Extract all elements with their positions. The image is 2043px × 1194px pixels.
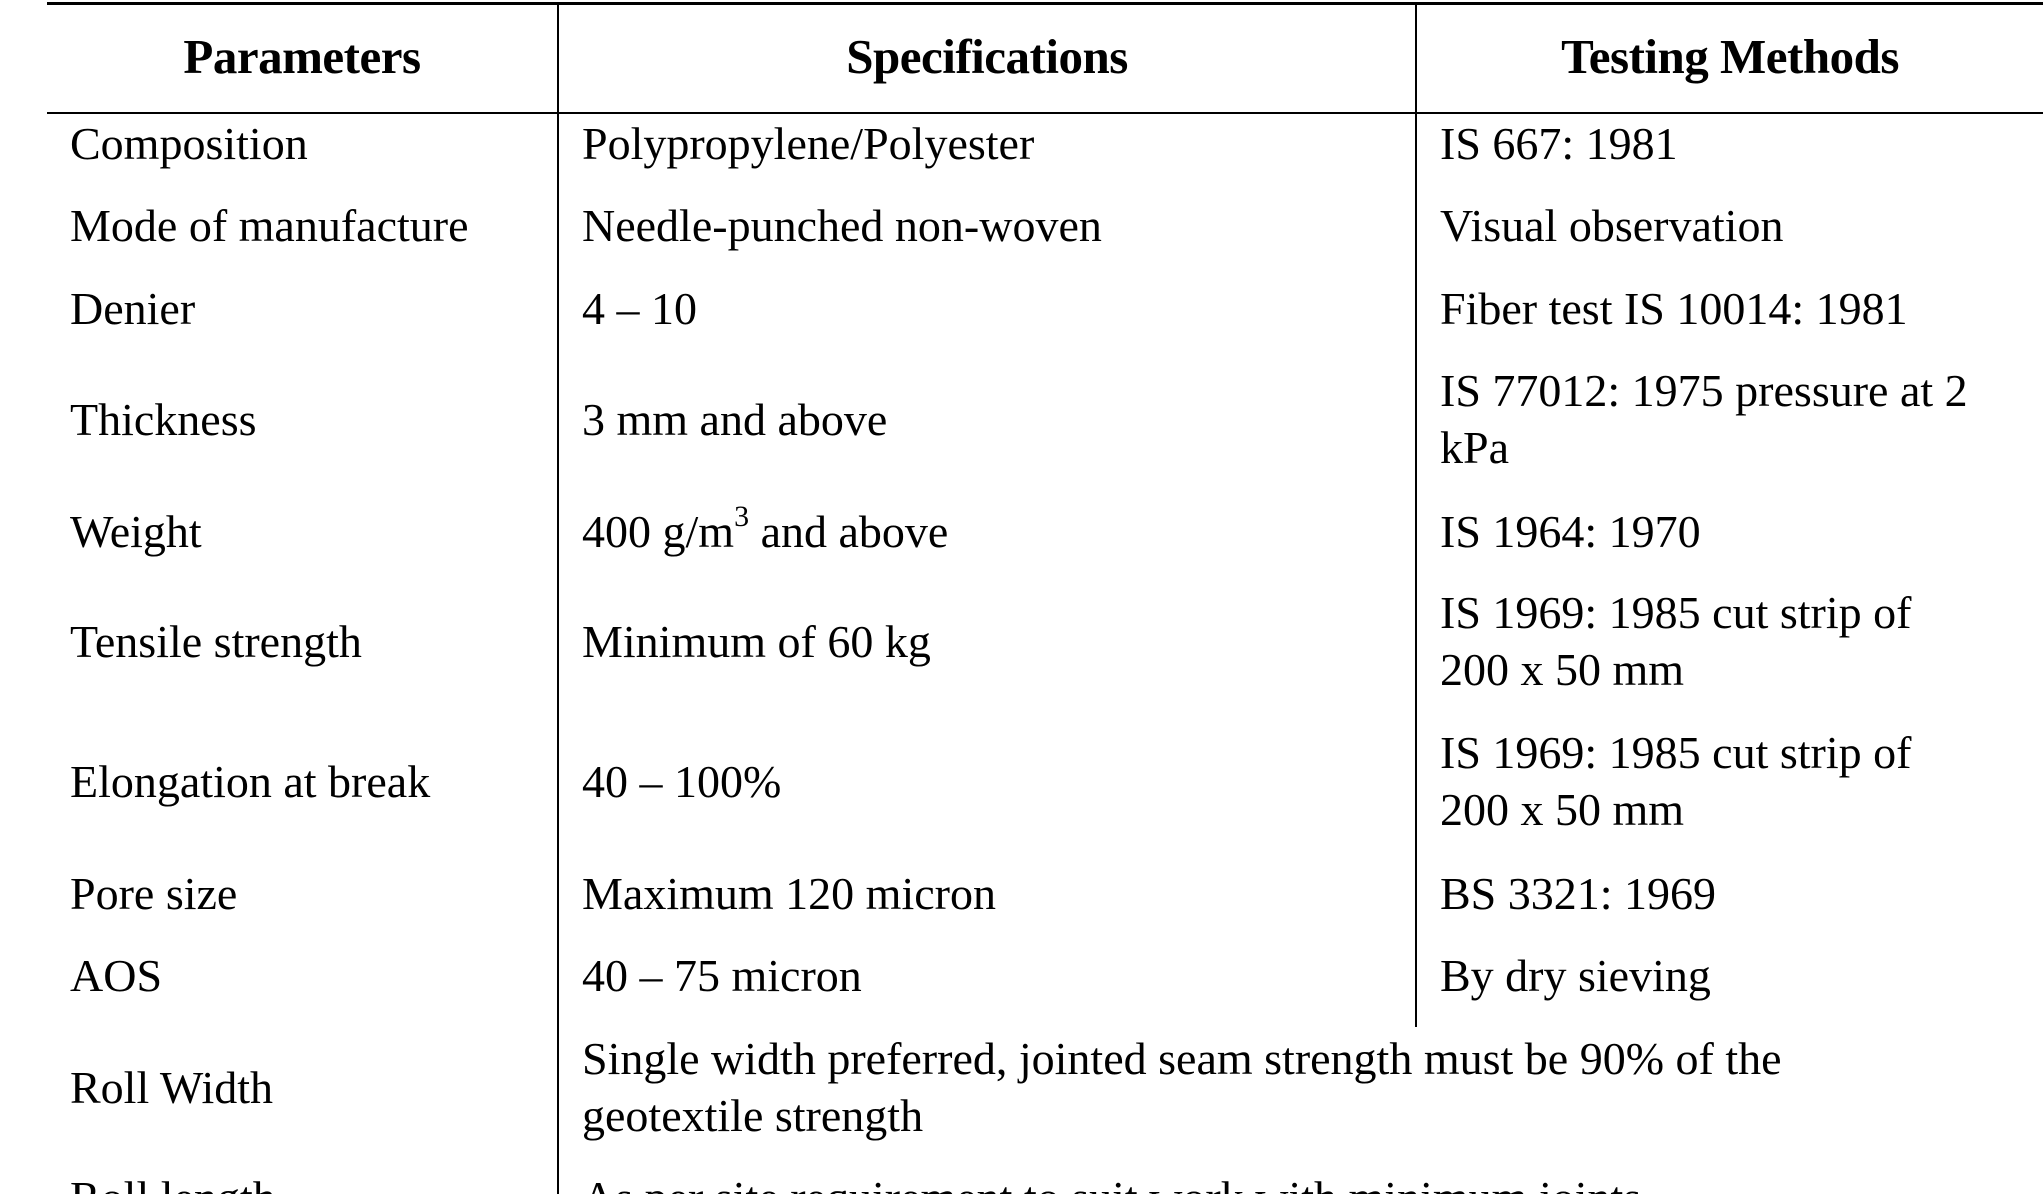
specification-cell: Needle-punched non-woven — [582, 199, 1102, 251]
specification-cell: 4 – 10 — [582, 282, 697, 334]
specification-cell: As per site requirement to suit work wit… — [582, 1168, 1641, 1194]
header-specifications: Specifications — [846, 29, 1128, 84]
parameter-cell: Elongation at break — [70, 755, 431, 807]
table-row: Composition Polypropylene/Polyester IS 6… — [0, 114, 2043, 172]
table-row: Pore size Maximum 120 micron BS 3321: 19… — [0, 864, 2043, 922]
parameter-cell: Tensile strength — [70, 615, 362, 667]
method-cell: BS 3321: 1969 — [1440, 867, 1717, 919]
specification-cell: 40 – 75 micron — [582, 949, 862, 1001]
header-bottom-rule — [47, 112, 2043, 114]
header-testing-methods: Testing Methods — [1561, 29, 1899, 84]
column-divider-2 — [1415, 2, 1417, 1027]
method-line: 200 x 50 mm — [1440, 644, 1685, 695]
specification-cell: Single width preferred, jointed seam str… — [582, 1030, 1782, 1144]
method-cell: Fiber test IS 10014: 1981 — [1440, 282, 1908, 334]
method-cell: IS 1964: 1970 — [1440, 505, 1701, 557]
specification-text: 400 g/m3 and above — [582, 500, 949, 560]
method-cell: By dry sieving — [1440, 949, 1711, 1001]
parameter-cell: AOS — [70, 949, 163, 1001]
specification-line: geotextile strength — [582, 1090, 924, 1141]
specification-cell: Maximum 120 micron — [582, 867, 996, 919]
method-cell: IS 667: 1981 — [1440, 117, 1678, 169]
method-line: IS 1969: 1985 cut strip of — [1440, 587, 1912, 638]
column-divider-1 — [557, 2, 559, 1194]
table-row: Thickness 3 mm and above IS 77012: 1975 … — [0, 362, 2043, 476]
parameter-cell: Thickness — [70, 393, 257, 445]
table-row: Roll length As per site requirement to s… — [0, 1168, 2043, 1194]
specification-prefix: 400 g/m — [582, 505, 735, 557]
specification-cell: 400 g/m3 and above — [582, 502, 948, 560]
table-row: Denier 4 – 10 Fiber test IS 10014: 1981 — [0, 279, 2043, 337]
table-row: AOS 40 – 75 micron By dry sieving — [0, 946, 2043, 1004]
parameter-cell: Roll Width — [70, 1061, 274, 1113]
parameter-cell: Pore size — [70, 867, 238, 919]
method-line: 200 x 50 mm — [1440, 784, 1685, 835]
specification-cell: 3 mm and above — [582, 393, 888, 445]
method-line: IS 77012: 1975 pressure at 2 — [1440, 365, 1968, 416]
method-cell: IS 77012: 1975 pressure at 2 kPa — [1440, 362, 1968, 476]
superscript: 3 — [734, 500, 750, 534]
table-row: Weight 400 g/m3 and above IS 1964: 1970 — [0, 502, 2043, 560]
table-top-rule — [47, 2, 2043, 5]
specification-line: Single width preferred, jointed seam str… — [582, 1033, 1782, 1084]
table-row: Roll Width Single width preferred, joint… — [0, 1030, 2043, 1144]
table-row: Elongation at break 40 – 100% IS 1969: 1… — [0, 724, 2043, 838]
specification-cell: Polypropylene/Polyester — [582, 117, 1035, 169]
specification-cell: Minimum of 60 kg — [582, 615, 931, 667]
parameter-cell: Denier — [70, 282, 196, 334]
table-row: Mode of manufacture Needle-punched non-w… — [0, 196, 2043, 254]
parameter-cell: Composition — [70, 117, 308, 169]
parameter-cell: Weight — [70, 505, 202, 557]
parameter-cell: Roll length — [70, 1168, 276, 1194]
specification-suffix: and above — [749, 505, 949, 557]
method-cell: IS 1969: 1985 cut strip of 200 x 50 mm — [1440, 724, 1911, 838]
table-row: Tensile strength Minimum of 60 kg IS 196… — [0, 584, 2043, 698]
method-line: IS 1969: 1985 cut strip of — [1440, 727, 1912, 778]
method-line: kPa — [1440, 422, 1509, 473]
method-cell: Visual observation — [1440, 199, 1784, 251]
method-cell: IS 1969: 1985 cut strip of 200 x 50 mm — [1440, 584, 1911, 698]
header-parameters: Parameters — [183, 29, 421, 84]
specification-cell: 40 – 100% — [582, 755, 782, 807]
parameter-cell: Mode of manufacture — [70, 199, 469, 251]
